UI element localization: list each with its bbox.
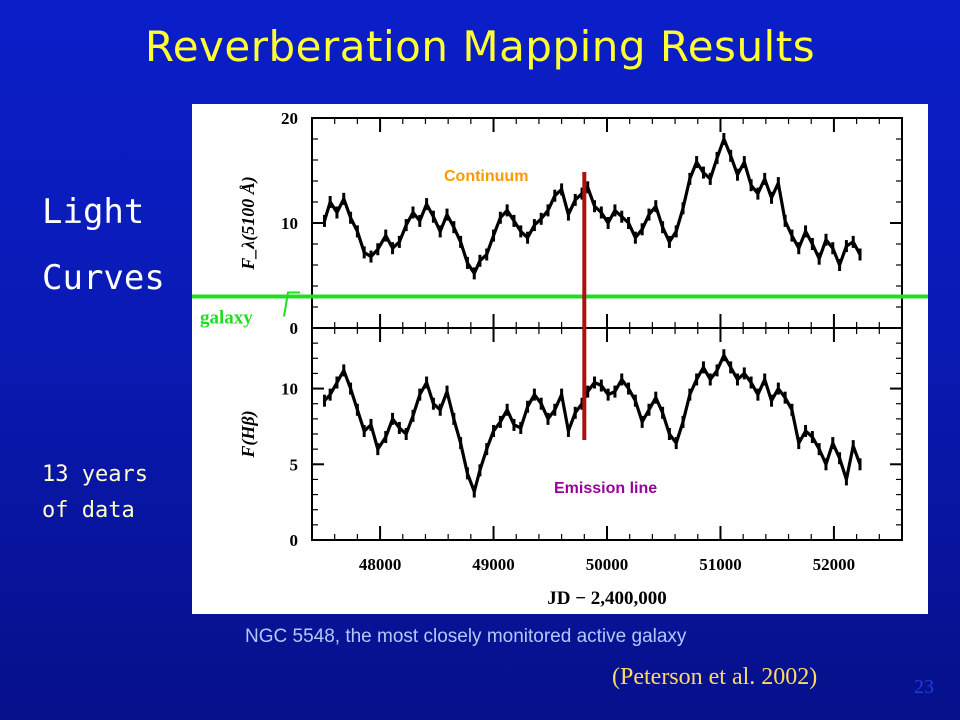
y-tick-label: 10 [281, 214, 298, 233]
galaxy-pointer [283, 291, 300, 317]
side-label-curves: Curves [42, 258, 165, 298]
series-emission [322, 349, 862, 498]
y-tick-label: 10 [281, 380, 298, 399]
light-curve-emission [323, 353, 862, 494]
light-curve-figure: 0 10 20 0 5 10 48000 49000 50000 51000 52000 JD − 2… [192, 104, 928, 614]
y-tick-label: 20 [281, 109, 298, 128]
years-label: 13 years [42, 462, 148, 487]
y-tick-label: 0 [290, 319, 299, 338]
y-axis-label-emission: F(Hβ) [238, 410, 259, 458]
y-axis-label-continuum: F_λ(5100 Å) [238, 176, 259, 271]
x-tick-label: 50000 [586, 555, 629, 574]
x-tick-label: 48000 [359, 555, 402, 574]
y-tick-label: 0 [290, 531, 299, 550]
data-label: of data [42, 498, 135, 523]
citation: (Peterson et al. 2002) [612, 664, 818, 690]
x-tick-label: 51000 [699, 555, 742, 574]
x-tick-label: 52000 [813, 555, 856, 574]
figure-caption: NGC 5548, the most closely monitored act… [245, 626, 687, 647]
page-number: 23 [914, 676, 934, 698]
slide-title: Reverberation Mapping Results [144, 22, 816, 71]
y-tick-label: 5 [290, 455, 299, 474]
series-continuum [322, 133, 862, 280]
light-curve-plot: 0 10 20 0 5 10 48000 49000 50000 51000 52000 JD − 2… [192, 109, 928, 609]
x-axis-label: JD − 2,400,000 [547, 588, 667, 609]
x-tick-label: 49000 [472, 555, 515, 574]
emission-line-label: Emission line [554, 480, 657, 497]
light-curve-continuum [322, 137, 862, 275]
side-label-light: Light [42, 192, 145, 232]
galaxy-label: galaxy [200, 308, 253, 329]
continuum-label: Continuum [444, 168, 528, 185]
